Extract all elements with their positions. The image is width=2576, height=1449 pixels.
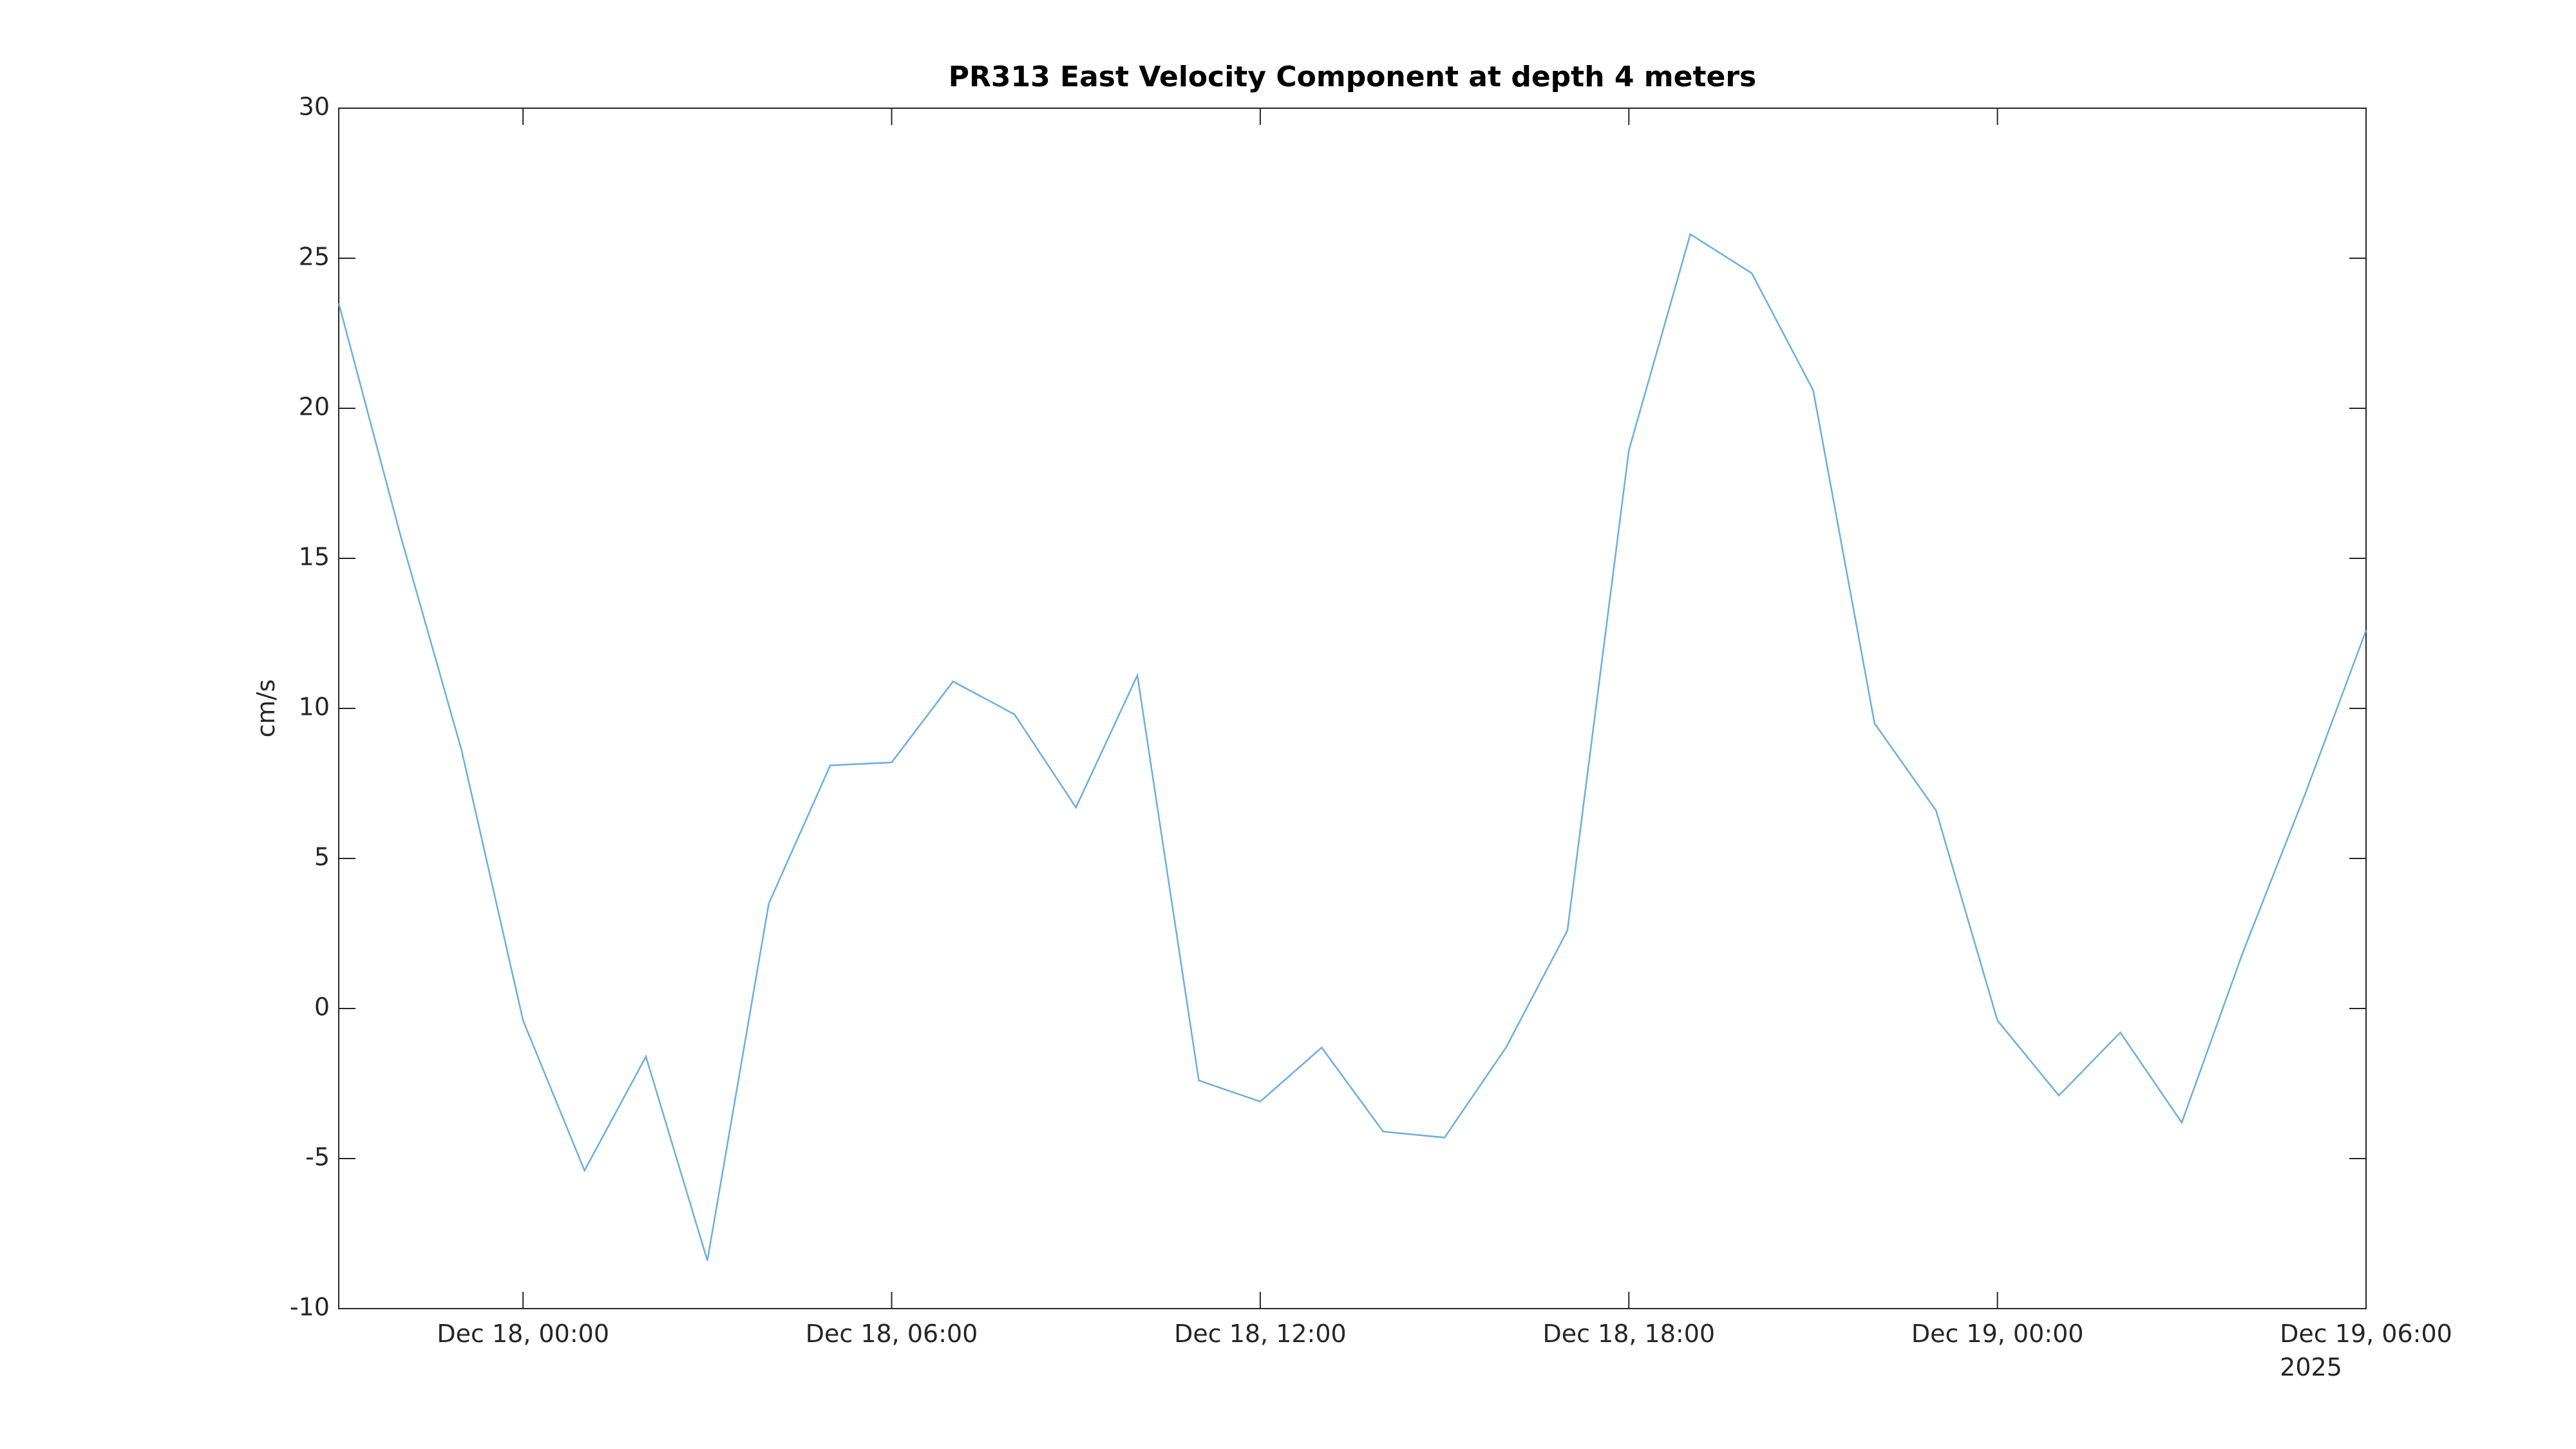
data-line bbox=[337, 232, 2367, 1261]
y-tick-label: 20 bbox=[299, 393, 330, 421]
y-tick-label: -5 bbox=[305, 1143, 330, 1171]
x-tick-label: Dec 19, 06:00 bbox=[2280, 1320, 2452, 1348]
y-tick-label: -10 bbox=[290, 1293, 330, 1321]
y-tick-label: 5 bbox=[314, 843, 330, 871]
y-tick-label: 0 bbox=[314, 993, 330, 1021]
y-tick-label: 30 bbox=[299, 93, 330, 121]
y-tick-label: 25 bbox=[299, 243, 330, 271]
chart-title: PR313 East Velocity Component at depth 4… bbox=[949, 61, 1756, 93]
y-tick-label: 15 bbox=[299, 543, 330, 571]
x-tick-label: Dec 19, 00:00 bbox=[1911, 1320, 2084, 1348]
x-tick-label: Dec 18, 00:00 bbox=[437, 1320, 609, 1348]
x-tick-label: Dec 18, 12:00 bbox=[1174, 1320, 1347, 1348]
x-year-label: 2025 bbox=[2280, 1353, 2342, 1381]
x-tick-label: Dec 18, 06:00 bbox=[806, 1320, 978, 1348]
y-tick-label: 10 bbox=[299, 693, 330, 721]
plot-area bbox=[338, 108, 2367, 1309]
x-tick-label: Dec 18, 18:00 bbox=[1542, 1320, 1715, 1348]
y-axis-label: cm/s bbox=[252, 679, 280, 738]
